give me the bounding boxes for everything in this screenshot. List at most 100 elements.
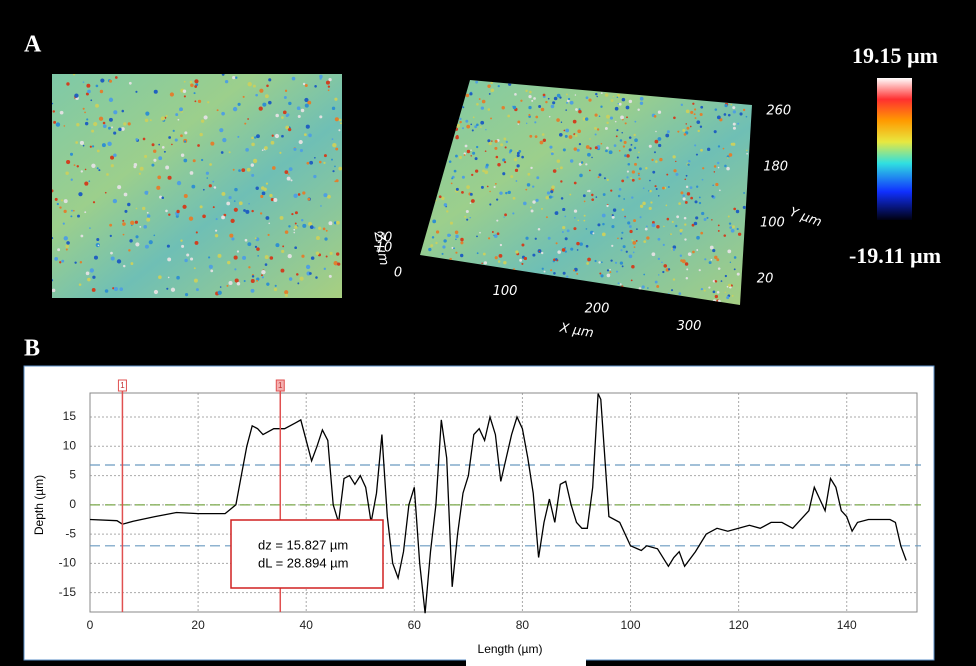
texture-dot [621, 231, 624, 234]
texture-dot [694, 144, 697, 147]
texture-dot [657, 257, 661, 261]
texture-dot [74, 93, 79, 98]
texture-dot [315, 276, 318, 279]
texture-dot [143, 225, 147, 229]
texture-dot [328, 78, 332, 82]
texture-dot [639, 101, 644, 105]
texture-dot [471, 173, 474, 177]
texture-dot [149, 119, 152, 122]
texture-dot [246, 167, 251, 172]
texture-dot [569, 193, 572, 196]
texture-dot [616, 93, 621, 98]
texture-dot [256, 247, 260, 251]
texture-dot [639, 216, 642, 219]
texture-dot [666, 173, 669, 176]
texture-dot [451, 177, 454, 180]
texture-dot [746, 149, 748, 152]
texture-dot [732, 122, 736, 126]
texture-dot [528, 105, 532, 110]
texture-dot [652, 170, 656, 174]
texture-dot [314, 85, 317, 88]
texture-dot [730, 228, 735, 233]
texture-dot [631, 196, 634, 199]
texture-dot [698, 196, 701, 199]
texture-dot [221, 215, 225, 220]
texture-dot [655, 187, 658, 190]
texture-dot [486, 185, 489, 188]
texture-dot [480, 106, 485, 110]
texture-dot [302, 82, 306, 86]
texture-dot [180, 134, 183, 138]
texture-dot [598, 115, 601, 117]
texture-dot [233, 200, 236, 202]
texture-dot [74, 261, 77, 264]
texture-dot [86, 83, 91, 88]
texture-dot [697, 129, 700, 133]
texture-dot [622, 145, 626, 148]
texture-dot [297, 282, 300, 285]
texture-dot [135, 138, 139, 141]
texture-dot [259, 212, 263, 215]
texture-dot [112, 287, 115, 290]
texture-dot [566, 101, 568, 104]
texture-dot [308, 221, 313, 226]
texture-dot [605, 149, 608, 153]
texture-dot [104, 191, 107, 194]
texture-dot [513, 158, 518, 162]
texture-dot [686, 192, 691, 196]
y-tick-label: -15 [59, 585, 77, 599]
texture-dot [555, 258, 558, 261]
texture-dot [746, 152, 748, 155]
texture-dot [665, 204, 668, 207]
texture-dot [251, 173, 255, 177]
texture-dot [70, 215, 73, 218]
texture-dot [520, 99, 523, 102]
texture-dot [514, 93, 517, 96]
texture-dot [454, 127, 459, 131]
texture-dot [193, 267, 196, 270]
annotation-box [230, 519, 384, 589]
texture-dot [338, 118, 342, 122]
texture-dot [450, 182, 453, 185]
texture-dot [615, 135, 618, 138]
texture-dot [566, 99, 570, 103]
texture-dot [517, 120, 521, 124]
texture-dot [550, 269, 553, 272]
texture-dot [598, 261, 601, 264]
texture-dot [319, 74, 323, 79]
texture-dot [541, 207, 543, 210]
texture-dot [309, 160, 314, 165]
texture-dot [84, 181, 89, 186]
texture-dot [484, 170, 489, 175]
texture-dot [221, 74, 225, 76]
texture-dot [110, 164, 114, 168]
texture-dot [732, 142, 736, 146]
texture-dot [500, 143, 504, 147]
texture-dot [487, 108, 491, 111]
texture-dot [523, 201, 527, 206]
texture-dot [573, 269, 576, 272]
texture-dot [183, 194, 188, 199]
texture-dot [534, 135, 538, 139]
texture-dot [682, 128, 686, 132]
texture-dot [617, 194, 621, 198]
texture-dot [519, 258, 523, 262]
texture-dot [82, 144, 85, 147]
texture-dot [241, 168, 246, 173]
texture-dot [176, 180, 182, 186]
texture-dot [478, 98, 481, 100]
texture-dot [256, 134, 260, 139]
texture-dot [338, 129, 341, 132]
texture-dot [638, 174, 640, 177]
texture-dot [73, 209, 75, 212]
texture-dot [285, 125, 290, 130]
texture-dot [52, 189, 54, 193]
surface-image [52, 74, 342, 298]
texture-dot [572, 119, 577, 124]
texture-dot [476, 102, 479, 106]
texture-dot [713, 165, 717, 168]
texture-dot [294, 225, 298, 229]
texture-dot [507, 114, 511, 118]
texture-dot [727, 156, 729, 159]
texture-dot [684, 223, 687, 226]
